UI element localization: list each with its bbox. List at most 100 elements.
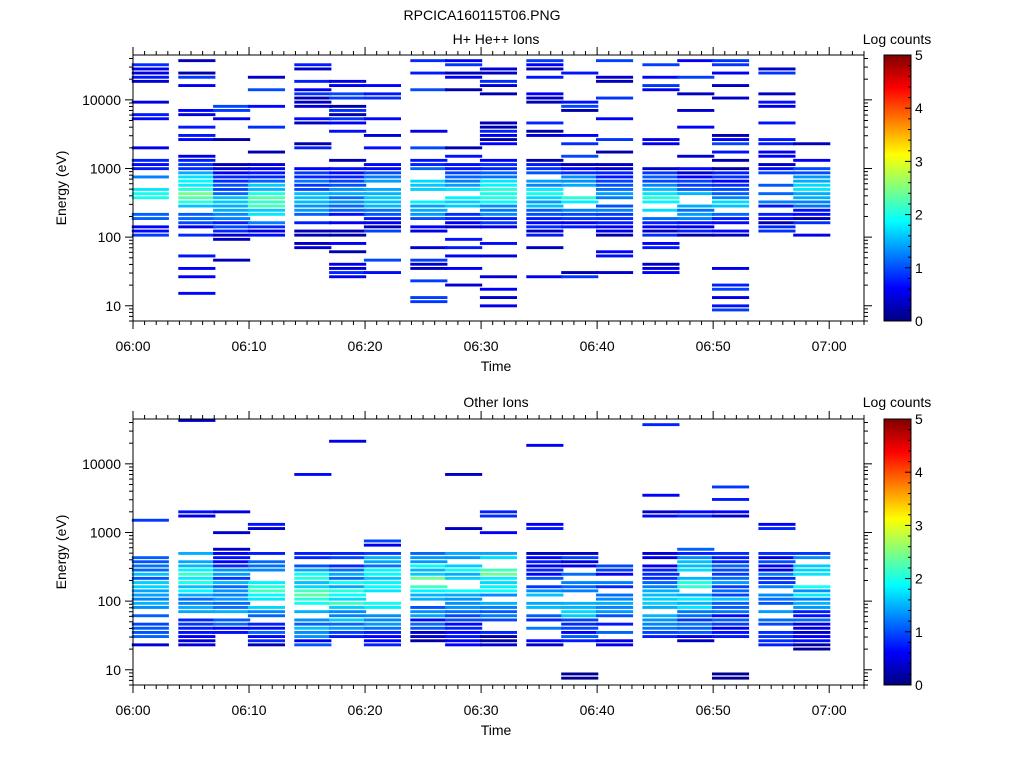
heatmap-cell: [793, 610, 831, 614]
heatmap-cell: [247, 88, 285, 92]
heatmap-cell: [213, 626, 251, 630]
heatmap-cell: [363, 225, 401, 229]
heatmap-cell: [294, 179, 332, 183]
heatmap-cell: [294, 121, 332, 125]
heatmap-cell: [213, 572, 251, 576]
heatmap-cell: [758, 92, 796, 96]
heatmap-cell: [526, 158, 564, 162]
heatmap-cell: [294, 233, 332, 237]
heatmap-cell: [712, 212, 750, 216]
heatmap-cell: [526, 67, 564, 71]
heatmap-cell: [131, 192, 169, 196]
heatmap-cell: [131, 225, 169, 229]
heatmap-cell: [793, 171, 831, 175]
y-tick-label: 100: [98, 593, 122, 609]
heatmap-cell: [445, 254, 483, 258]
heatmap-cell: [178, 167, 216, 171]
heatmap-cell: [294, 246, 332, 250]
heatmap-cell: [247, 171, 285, 175]
heatmap-cell: [178, 610, 216, 614]
heatmap-cell: [131, 614, 169, 618]
heatmap-cell: [410, 212, 448, 216]
heatmap-cell: [213, 606, 251, 609]
heatmap-cell: [793, 208, 831, 212]
heatmap-cell: [329, 113, 367, 117]
heatmap-cell: [410, 300, 448, 304]
heatmap-cell: [178, 564, 216, 568]
heatmap-cell: [561, 71, 599, 75]
colorbar-tick-label: 3: [915, 153, 923, 169]
heatmap-cell: [363, 601, 401, 605]
heatmap-cell: [247, 527, 285, 530]
heatmap-cell: [677, 635, 715, 638]
heatmap-cell: [526, 606, 564, 609]
heatmap-cell: [329, 564, 367, 568]
heatmap-cell: [712, 601, 750, 605]
heatmap-cell: [642, 242, 680, 245]
heatmap-cell: [526, 225, 564, 229]
heatmap-cell: [131, 560, 169, 564]
heatmap-cell: [445, 267, 483, 270]
heatmap-cell: [131, 518, 169, 522]
heatmap-cell: [642, 225, 680, 229]
heatmap-cell: [712, 188, 750, 191]
heatmap-cell: [677, 560, 715, 564]
heatmap-cell: [479, 242, 517, 245]
heatmap-cell: [677, 597, 715, 601]
heatmap-cell: [178, 589, 216, 593]
heatmap-cell: [561, 212, 599, 216]
heatmap-cell: [479, 200, 517, 204]
heatmap-cell: [445, 246, 483, 250]
heatmap-cell: [677, 171, 715, 175]
heatmap-cell: [677, 631, 715, 634]
heatmap-cell: [213, 104, 251, 108]
heatmap-cell: [131, 158, 169, 162]
colorbar-tick-label: 5: [915, 47, 923, 63]
heatmap-cell: [213, 510, 251, 514]
heatmap-cell: [178, 75, 216, 79]
heatmap-cell: [178, 233, 216, 237]
heatmap-cell: [758, 192, 796, 196]
heatmap-cell: [363, 631, 401, 634]
heatmap-cell: [642, 217, 680, 220]
heatmap-cell: [445, 635, 483, 638]
heatmap-cell: [363, 618, 401, 622]
heatmap-cell: [677, 92, 715, 96]
heatmap-cell: [363, 217, 401, 220]
heatmap-cell: [526, 589, 564, 593]
heatmap-cell: [213, 179, 251, 183]
heatmap-cell: [410, 71, 448, 75]
heatmap-cell: [793, 622, 831, 626]
colorbar-tick-label: 1: [915, 624, 923, 640]
heatmap-cell: [445, 626, 483, 630]
heatmap-cell: [793, 552, 831, 555]
heatmap-cell: [247, 192, 285, 196]
heatmap-cell: [642, 63, 680, 67]
heatmap-cell: [596, 233, 634, 237]
heatmap-cell: [247, 196, 285, 200]
heatmap-cell: [178, 217, 216, 220]
heatmap-cell: [131, 568, 169, 572]
heatmap-cell: [213, 560, 251, 564]
heatmap-cell: [677, 212, 715, 216]
heatmap-cell: [445, 59, 483, 63]
heatmap-cell: [479, 217, 517, 220]
heatmap-cell: [479, 84, 517, 87]
heatmap-cell: [213, 229, 251, 233]
heatmap-cell: [793, 192, 831, 196]
heatmap-cell: [178, 196, 216, 200]
heatmap-cell: [178, 125, 216, 129]
heatmap-cell: [526, 92, 564, 96]
heatmap-cell: [642, 142, 680, 146]
heatmap-cell: [363, 229, 401, 233]
heatmap-cell: [363, 560, 401, 564]
heatmap-cell: [479, 585, 517, 589]
heatmap-cell: [410, 146, 448, 150]
heatmap-cell: [677, 552, 715, 555]
heatmap-cell: [294, 552, 332, 555]
heatmap-cell: [131, 229, 169, 233]
heatmap-cell: [642, 200, 680, 204]
heatmap-cell: [479, 225, 517, 229]
heatmap-cell: [131, 63, 169, 67]
heatmap-cell: [642, 601, 680, 605]
